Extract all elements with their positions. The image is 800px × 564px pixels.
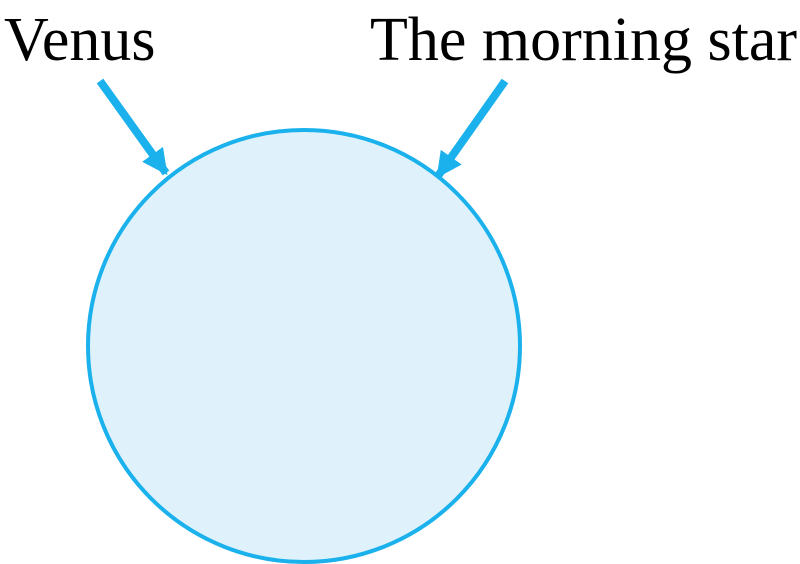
venus-label: Venus bbox=[4, 6, 156, 74]
left-arrow bbox=[96, 78, 170, 176]
morning-star-label: The morning star bbox=[370, 6, 797, 74]
right-arrow bbox=[434, 78, 509, 179]
planet-circle bbox=[86, 128, 522, 564]
